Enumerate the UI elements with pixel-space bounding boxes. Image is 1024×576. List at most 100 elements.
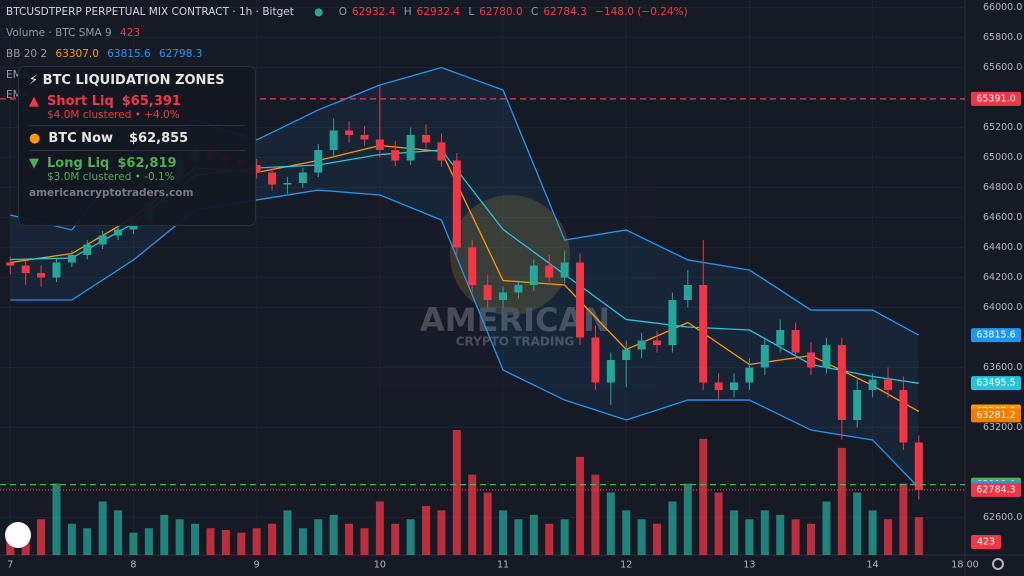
volume-bar xyxy=(283,510,292,555)
y-tick-label: 64200.0 xyxy=(983,272,1022,283)
candle-body xyxy=(67,255,76,263)
panel-footer: americancryptotraders.com xyxy=(29,187,194,199)
volume-row: Volume · BTC SMA 9 423 xyxy=(6,27,145,39)
bb-value: 63815.6 xyxy=(107,48,151,60)
volume-bar xyxy=(175,519,184,555)
volume-bar xyxy=(514,519,523,555)
symbol: BTCUSDTPERP PERPETUAL MIX CONTRACT · 1h … xyxy=(6,6,294,18)
price-tag-label: 63815.6 xyxy=(976,330,1015,341)
panel-row: ▼ Long Liq $62,819 $3.0M clustered • -0.1% xyxy=(29,150,245,187)
candle-body xyxy=(252,165,261,173)
candle-body xyxy=(899,390,908,443)
candle-body xyxy=(422,135,431,143)
y-tick-label: 63600.0 xyxy=(983,362,1022,373)
candle-body xyxy=(730,382,739,390)
price-tag xyxy=(971,91,1021,106)
candle-body xyxy=(298,172,307,183)
volume-bar xyxy=(884,519,893,555)
candle-body xyxy=(853,390,862,420)
volume-bar xyxy=(437,510,446,555)
volume-bar xyxy=(668,501,677,555)
bb-row: BB 20 2 63307.0 63815.6 62798.3 xyxy=(6,48,207,60)
volume-bar xyxy=(37,519,46,555)
volume-bar xyxy=(483,492,492,555)
volume-bar xyxy=(191,523,200,555)
volume-bar xyxy=(499,510,508,555)
volume-bar xyxy=(114,510,123,555)
volume-bar xyxy=(129,532,138,555)
x-tick-label: 14 xyxy=(867,560,879,571)
y-tick-label: 65000.0 xyxy=(983,152,1022,163)
x-tick-label: 7 xyxy=(7,560,13,571)
volume-bar xyxy=(807,523,816,555)
panel-row: ▲ Short Liq $65,391 $4.0M clustered • +4.0… xyxy=(29,94,245,125)
candle-body xyxy=(37,273,46,278)
bb-value: 62798.3 xyxy=(159,48,203,60)
volume-bar xyxy=(83,528,92,555)
icon: ● xyxy=(29,131,41,146)
volume-bar xyxy=(576,456,585,555)
candle-body xyxy=(468,247,477,285)
ohlc-key: L xyxy=(468,6,475,18)
candle-body xyxy=(52,262,61,278)
watermark-subtitle: CRYPTO TRADING xyxy=(456,335,574,349)
x-tick-label: 11 xyxy=(497,560,509,571)
candle-body xyxy=(452,160,461,248)
watermark: AMERICAN CRYPTO TRADING xyxy=(370,188,655,388)
ohlc-value: 62784.3 xyxy=(543,6,587,18)
volume-bar xyxy=(637,519,646,555)
candle-body xyxy=(114,229,123,236)
candle-body xyxy=(283,183,292,185)
volume-bar xyxy=(653,523,662,555)
indicator-line xyxy=(10,189,920,489)
volume-bar xyxy=(452,430,461,555)
y-tick-label: 64600.0 xyxy=(983,212,1022,223)
price-tag-label: 62784.3 xyxy=(976,484,1015,495)
candle-body xyxy=(560,262,569,278)
candle-body xyxy=(437,142,446,161)
bb-value: 63307.0 xyxy=(55,48,99,60)
panel-main: ▲ Short Liq $65,391 xyxy=(29,94,245,109)
candle-body xyxy=(360,135,369,140)
volume-bar xyxy=(206,528,215,555)
volume-bar xyxy=(714,492,723,555)
candle-body xyxy=(483,285,492,300)
ohlc-key: O xyxy=(338,6,347,18)
candle-body xyxy=(375,139,384,150)
candle-body xyxy=(268,172,277,185)
candle-body xyxy=(884,379,893,390)
volume-value: 423 xyxy=(120,27,141,39)
price: $62,855 xyxy=(129,131,189,146)
candle-body xyxy=(822,345,831,368)
logo xyxy=(5,522,31,548)
y-tick-label: 66000.0 xyxy=(983,2,1022,13)
candle-body xyxy=(745,367,754,383)
volume-bar xyxy=(268,523,277,555)
volume-bar xyxy=(360,528,369,555)
y-tick-label: 64800.0 xyxy=(983,182,1022,193)
candle-body xyxy=(21,265,30,273)
candle-body xyxy=(591,337,600,383)
candle-body xyxy=(760,345,769,368)
volume-bar xyxy=(791,519,800,555)
volume-bar xyxy=(776,514,785,555)
volume-bar xyxy=(329,514,338,555)
y-tick-label: 63200.0 xyxy=(983,422,1022,433)
volume-bar xyxy=(837,447,846,555)
volume-title: Volume · BTC SMA 9 xyxy=(6,27,112,39)
candle-body xyxy=(606,360,615,383)
volume-bar xyxy=(606,492,615,555)
volume-bar xyxy=(745,519,754,555)
candle-body xyxy=(714,382,723,390)
candle-body xyxy=(776,330,785,345)
volume-bar xyxy=(529,514,538,555)
candle-body xyxy=(699,285,708,383)
volume-bar xyxy=(683,483,692,555)
volume-bar xyxy=(760,510,769,555)
note: $4.0M clustered • +4.0% xyxy=(47,109,180,121)
volume-tag xyxy=(971,535,1001,549)
header-row: BTCUSDTPERP PERPETUAL MIX CONTRACT · 1h … xyxy=(6,6,693,18)
x-tick-label: 9 xyxy=(254,560,260,571)
volume-bar xyxy=(560,519,569,555)
x-tick-label: 12 xyxy=(620,560,632,571)
